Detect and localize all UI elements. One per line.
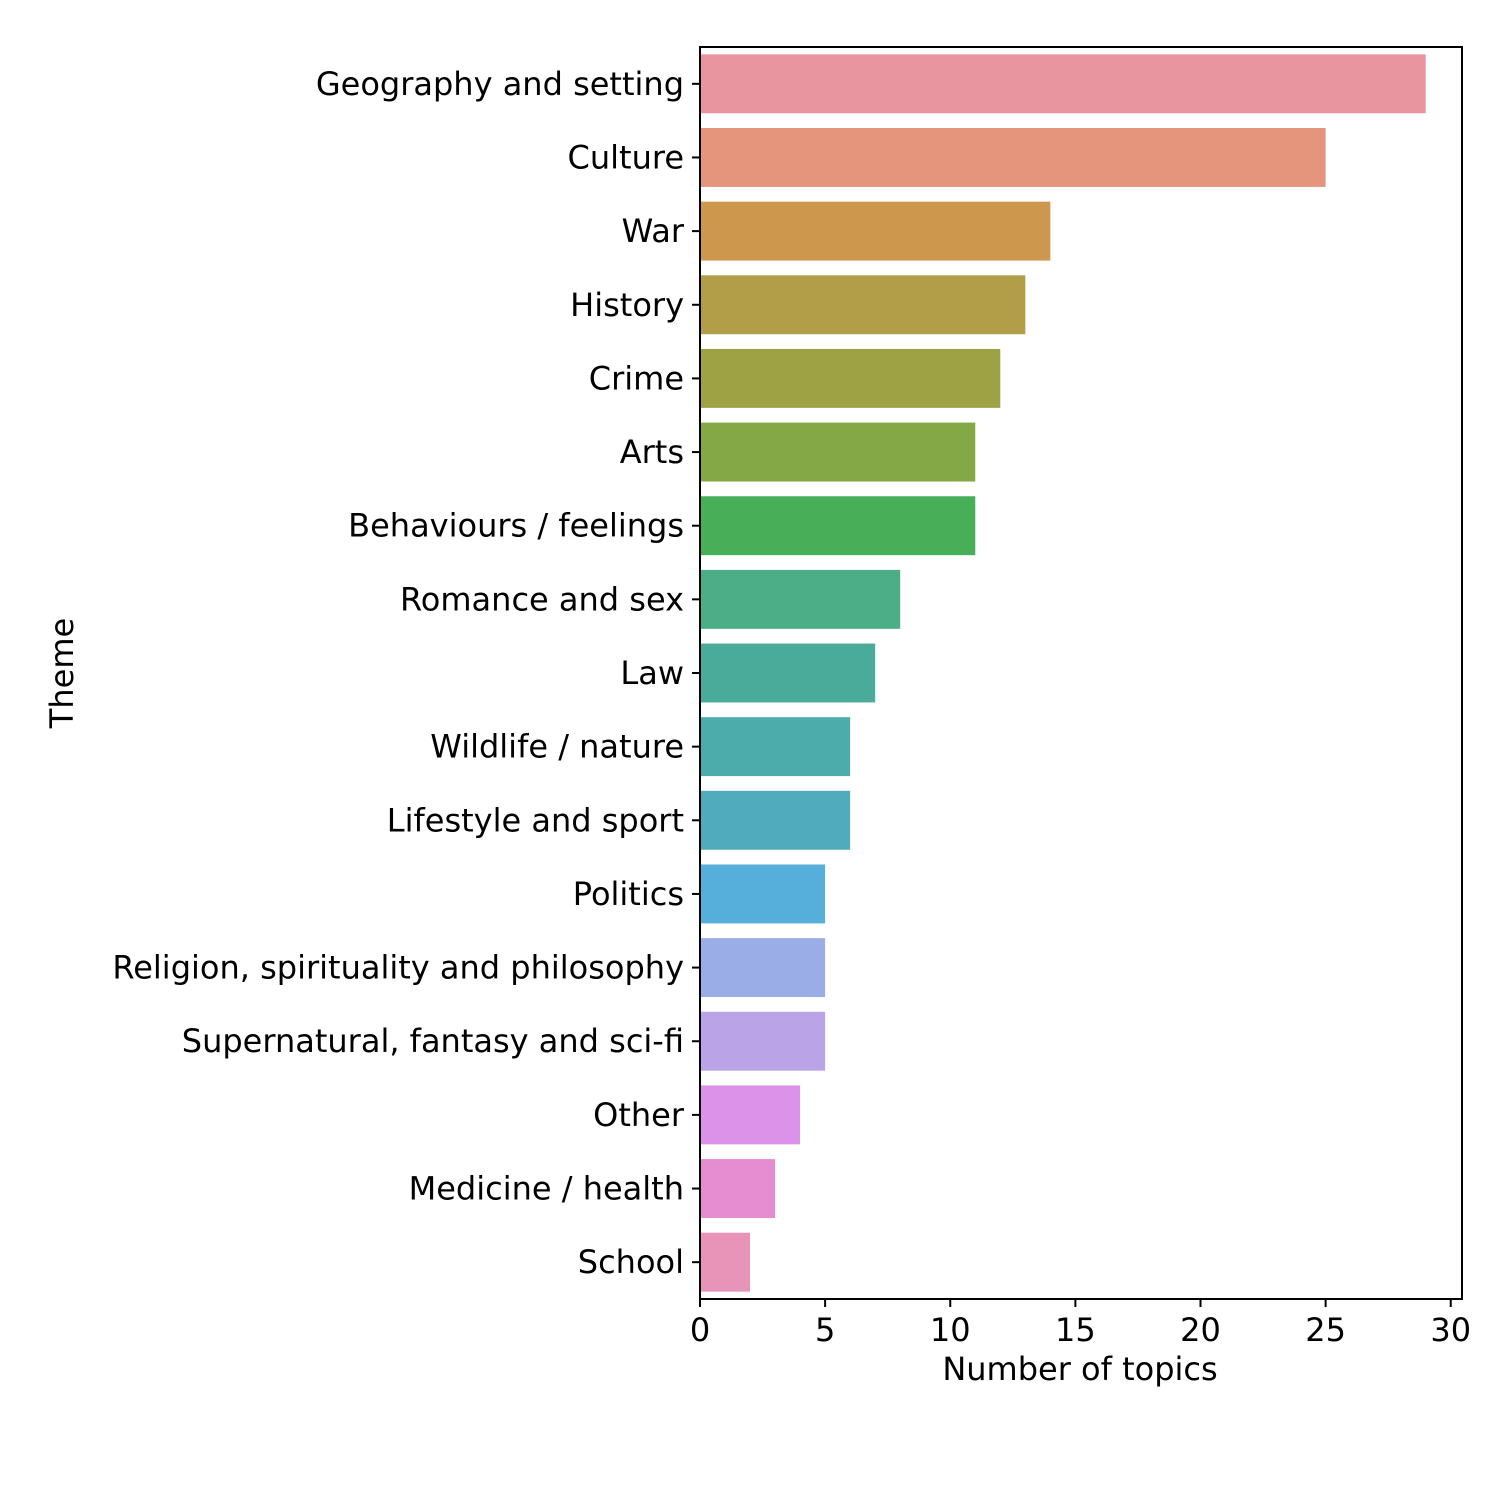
x-tick-label: 0 xyxy=(690,1311,710,1349)
y-tick-label: Romance and sex xyxy=(400,580,684,618)
x-axis-title: Number of topics xyxy=(942,1350,1217,1388)
bar xyxy=(700,1011,826,1071)
x-tick-label: 5 xyxy=(815,1311,835,1349)
bar xyxy=(700,54,1426,114)
y-tick-label: Crime xyxy=(589,359,684,397)
y-tick-label: Wildlife / nature xyxy=(430,728,684,766)
y-tick-label: War xyxy=(622,212,685,250)
bar xyxy=(700,422,976,482)
y-tick-label: Arts xyxy=(620,433,684,471)
y-axis-ticks: Geography and setting Culture War History Cr… xyxy=(112,65,700,1281)
x-tick-label: 15 xyxy=(1055,1311,1096,1349)
y-tick-label: Other xyxy=(593,1096,685,1134)
y-tick-label: History xyxy=(570,286,684,324)
x-tick-label: 20 xyxy=(1180,1311,1221,1349)
bar xyxy=(700,201,1051,261)
bar xyxy=(700,864,826,924)
bar xyxy=(700,569,901,629)
bar xyxy=(700,1232,751,1292)
bar xyxy=(700,496,976,556)
y-tick-label: Medicine / health xyxy=(409,1170,684,1208)
bar xyxy=(700,1085,801,1145)
y-tick-label: Law xyxy=(620,654,684,692)
x-tick-label: 25 xyxy=(1305,1311,1346,1349)
x-axis-ticks: 0 5 10 15 20 25 30 xyxy=(690,1299,1471,1349)
bar xyxy=(700,1159,776,1218)
bar xyxy=(700,790,851,850)
y-tick-label: Religion, spirituality and philosophy xyxy=(112,949,684,987)
x-tick-label: 30 xyxy=(1430,1311,1471,1349)
bar xyxy=(700,275,1026,335)
y-axis-title: Theme xyxy=(43,618,81,729)
plot-frame xyxy=(699,46,1463,1300)
bar xyxy=(700,938,826,998)
y-tick-label: Lifestyle and sport xyxy=(387,801,684,839)
x-tick-label: 10 xyxy=(930,1311,971,1349)
bars-layer xyxy=(700,54,1426,1292)
bar xyxy=(700,348,1001,408)
y-tick-label: Geography and setting xyxy=(316,65,684,103)
bar xyxy=(700,128,1326,187)
y-tick-label: Supernatural, fantasy and sci-fi xyxy=(182,1022,684,1060)
y-tick-label: School xyxy=(578,1243,684,1281)
y-tick-label: Culture xyxy=(568,138,684,176)
y-tick-label: Politics xyxy=(573,875,684,913)
bar xyxy=(700,717,851,777)
y-tick-label: Behaviours / feelings xyxy=(348,507,684,545)
bar xyxy=(700,643,876,703)
